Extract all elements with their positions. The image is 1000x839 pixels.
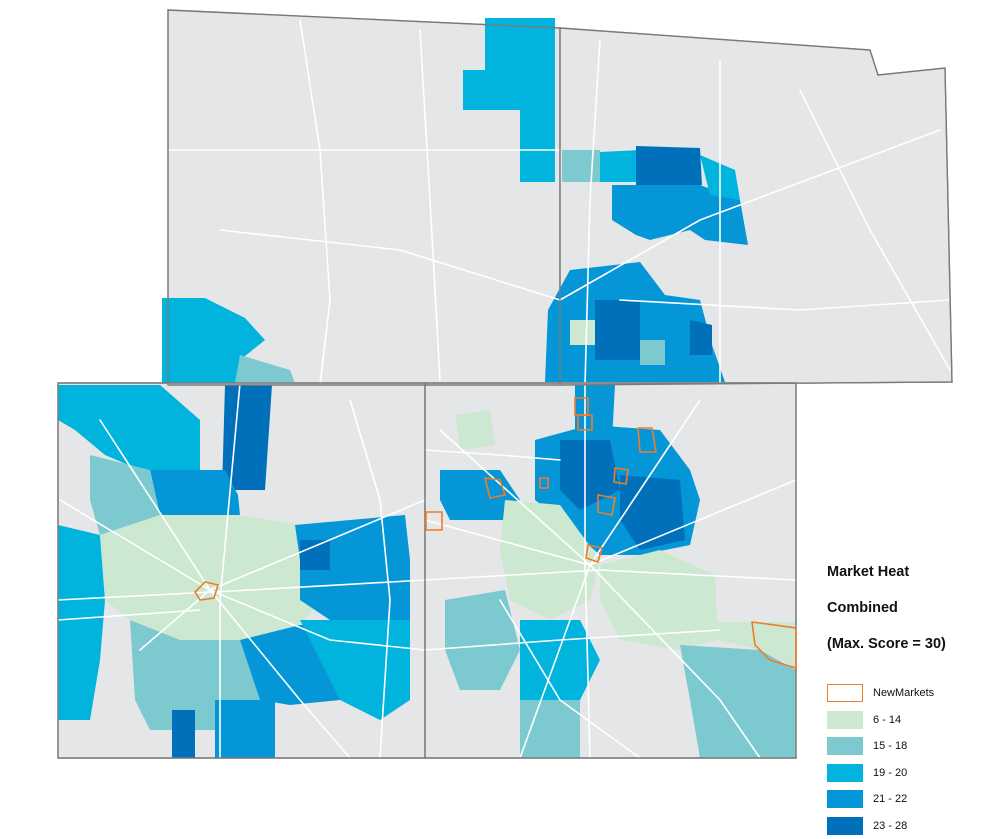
map-legend: Market Heat Combined (Max. Score = 30) N… [827, 545, 997, 839]
legend-label: 23 - 28 [873, 820, 907, 832]
legend-item-21-22: 21 - 22 [827, 786, 997, 813]
tract-21-22 [215, 700, 275, 758]
tract-19-20 [600, 150, 640, 182]
legend-label: 6 - 14 [873, 714, 901, 726]
legend-title-line-2: Combined [827, 599, 997, 617]
tract-23-28 [690, 320, 712, 355]
legend-swatch-21-22 [827, 790, 863, 808]
tract-21-22 [150, 470, 240, 515]
tract-23-28 [595, 300, 640, 360]
legend-title-line-3: (Max. Score = 30) [827, 635, 997, 653]
legend-item-6-14: 6 - 14 [827, 707, 997, 734]
tract-23-28 [636, 146, 702, 185]
legend-label: 15 - 18 [873, 740, 907, 752]
legend-title: Market Heat Combined (Max. Score = 30) [827, 545, 997, 671]
tract-23-28 [300, 540, 330, 570]
legend-swatch-6-14 [827, 711, 863, 729]
legend-item-23-28: 23 - 28 [827, 813, 997, 839]
tract-6-14 [455, 410, 495, 450]
tract-21-22 [575, 385, 615, 440]
legend-swatch-15-18 [827, 737, 863, 755]
tract-6-14 [100, 515, 330, 640]
legend-title-line-1: Market Heat [827, 563, 997, 581]
legend-label: NewMarkets [873, 687, 934, 699]
legend-item-15-18: 15 - 18 [827, 733, 997, 760]
tract-23-28 [172, 710, 195, 758]
tract-23-28 [222, 385, 272, 490]
legend-swatch-new-markets [827, 684, 863, 702]
legend-swatch-23-28 [827, 817, 863, 835]
legend-items: NewMarkets 6 - 14 15 - 18 19 - 20 21 - 2… [827, 680, 997, 839]
tract-15-18 [640, 340, 665, 365]
legend-item-new-markets: NewMarkets [827, 680, 997, 707]
tract-6-14 [570, 320, 595, 345]
legend-label: 21 - 22 [873, 793, 907, 805]
tract-15-18 [562, 150, 600, 182]
